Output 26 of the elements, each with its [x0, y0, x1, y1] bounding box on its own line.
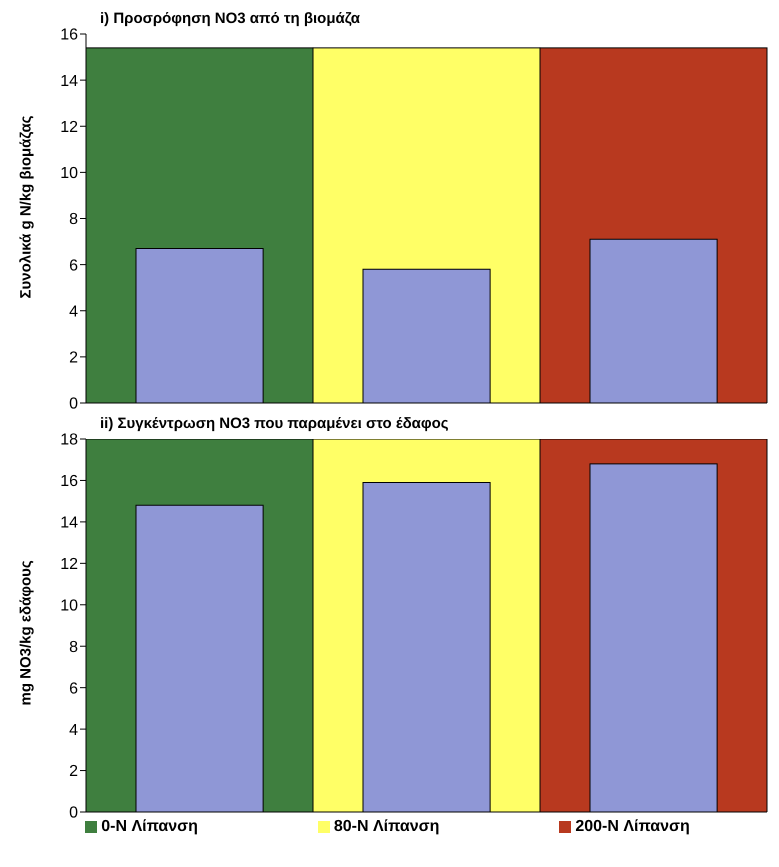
y-tick-label: 6	[69, 680, 78, 698]
y-tick-label: 8	[69, 638, 78, 656]
y-tick-label: 18	[60, 432, 78, 449]
y-tick-label: 2	[69, 763, 78, 780]
y-tick-label: 8	[69, 211, 78, 228]
y-axis-title: Συνολικά g N/kg βιομάζας	[17, 115, 34, 298]
y-tick-label: 2	[69, 350, 78, 367]
chart-title: i) Προσρόφηση NO3 από τη βιομάζα	[100, 10, 360, 27]
y-tick-label: 10	[60, 165, 78, 182]
y-tick-label: 16	[60, 26, 78, 44]
y-tick-label: 6	[69, 257, 78, 274]
y-tick-label: 14	[60, 72, 78, 90]
y-axis-title: mg NO3/kg εδάφους	[17, 560, 34, 706]
y-tick-label: 4	[69, 722, 78, 739]
chart-title: ii) Συγκέντρωση NO3 που παραμένει στο έδαφος	[100, 415, 449, 432]
y-tick-label: 16	[60, 473, 78, 490]
legend-label: 80-N Λίπανση	[334, 818, 440, 835]
legend-label: 0-N Λίπανση	[101, 818, 198, 835]
y-tick-label: 10	[60, 597, 78, 614]
y-tick-label: 0	[69, 804, 78, 822]
y-tick-label: 0	[69, 396, 78, 413]
y-tick-label: 14	[60, 514, 78, 532]
y-tick-label: 12	[60, 556, 78, 574]
y-tick-label: 4	[69, 303, 78, 320]
y-tick-label: 12	[60, 118, 78, 136]
legend-label: 200-N Λίπανση	[575, 818, 690, 835]
